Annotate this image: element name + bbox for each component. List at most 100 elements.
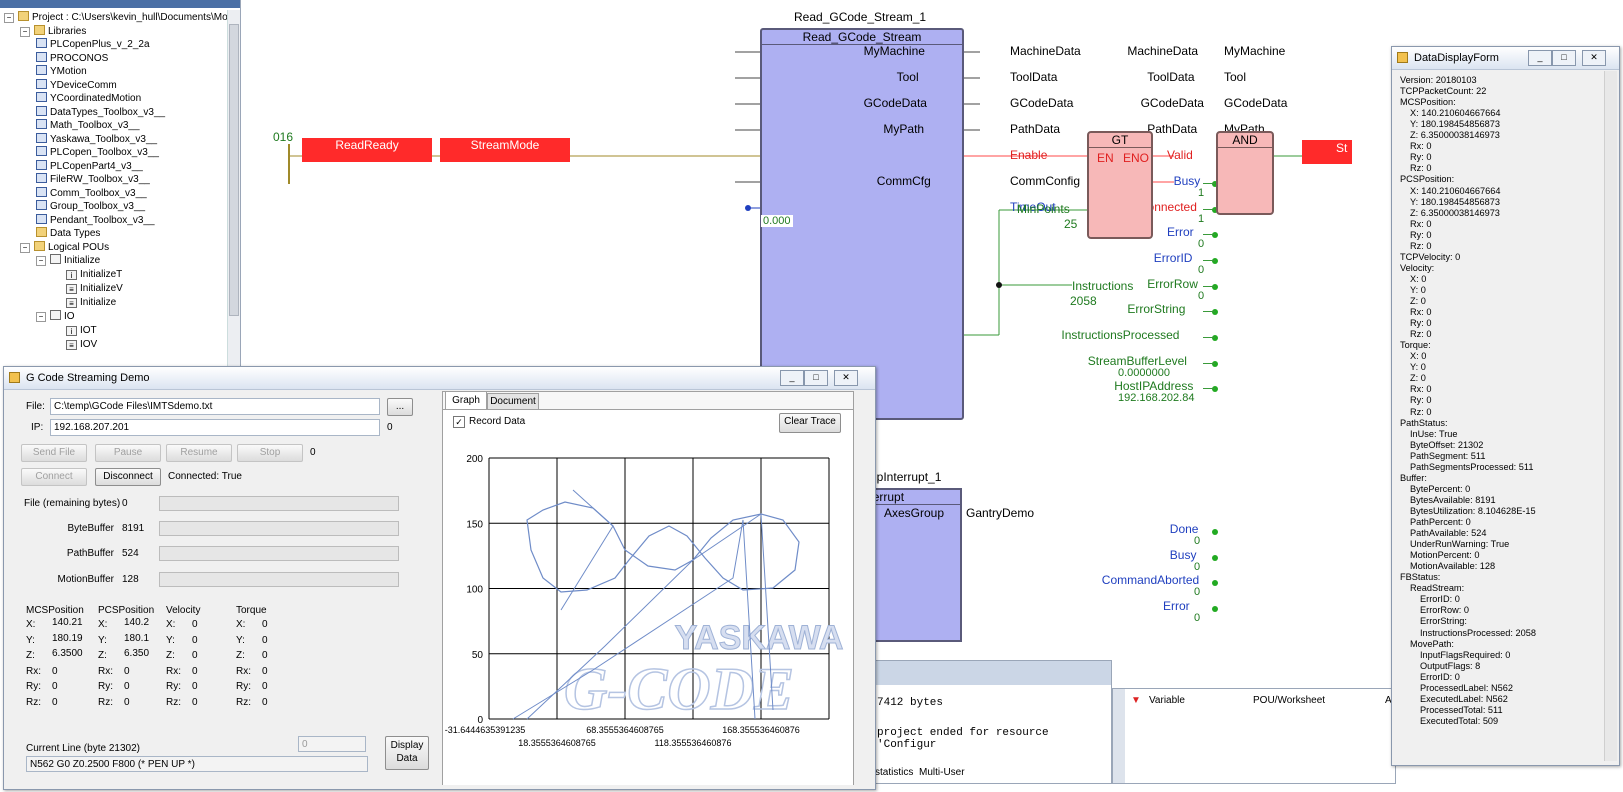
maximize-button[interactable]: □ <box>1552 50 1576 66</box>
tree-item-library[interactable]: Math_Toolbox_v3__ <box>36 119 140 133</box>
tree-item-iot[interactable]: i IOT <box>66 324 97 338</box>
collapse-icon[interactable]: − <box>36 256 46 266</box>
xref-col-pou[interactable]: POU/Worksheet <box>1253 695 1326 706</box>
tree-item-library[interactable]: Pendant_Toolbox_v3__ <box>36 213 155 228</box>
output-tab-multiuser[interactable]: Multi-User <box>919 767 965 778</box>
tree-item-library[interactable]: YMotion <box>36 65 87 79</box>
tree-item-initializev[interactable]: ≡ InitializeV <box>66 282 123 296</box>
data-display-line: Ry: 0 <box>1410 395 1432 406</box>
scroll-thumb[interactable] <box>229 24 239 316</box>
data-display-line: MovePath: <box>1410 638 1454 649</box>
pin-wire <box>1203 209 1215 210</box>
record-data-label: Record Data <box>469 416 526 427</box>
project-tree-titlebar <box>0 0 240 8</box>
library-label: YMotion <box>50 66 87 77</box>
pin-dot <box>1212 335 1218 341</box>
data-display-line: Rz: 0 <box>1410 329 1432 340</box>
tree-item-logical-pous[interactable]: − Logical POUs <box>20 241 109 255</box>
tree-item-library[interactable]: Yaskawa_Toolbox_v3__ <box>36 132 157 147</box>
browse-button[interactable]: ... <box>387 398 413 416</box>
xref-side-tab[interactable] <box>1113 689 1125 783</box>
axis-label: Ry: <box>98 681 113 692</box>
resume-button[interactable]: Resume <box>166 444 232 462</box>
filter-icon[interactable]: ▼ <box>1131 695 1141 706</box>
send-file-button[interactable]: Send File <box>21 444 87 462</box>
xref-col-variable[interactable]: Variable <box>1149 695 1185 706</box>
data-display-scrollbar[interactable] <box>1604 71 1617 761</box>
axis-value: 0 <box>52 696 58 708</box>
tree-project-label: Project : C:\Users\kevin_hull\Documents\… <box>32 12 228 23</box>
pause-button[interactable]: Pause <box>95 444 161 462</box>
collapse-icon[interactable]: − <box>4 13 14 23</box>
graph-page: ✓ Record Data Clear Trace 0 50 100 150 200 -3… <box>443 409 853 785</box>
tree-item-library[interactable]: YCoordinatedMotion <box>36 92 141 106</box>
library-label: YCoordinatedMotion <box>50 93 142 104</box>
tree-item-initialize-code[interactable]: ≡ Initialize <box>66 296 116 310</box>
tree-label: InitializeV <box>80 283 123 294</box>
info-icon: i <box>66 326 77 336</box>
fb-output-pin: PathData <box>1147 122 1198 136</box>
tree-item-iov[interactable]: ≡ IOV <box>66 338 97 352</box>
library-label: FileRW_Toolbox_v3__ <box>50 174 150 185</box>
xref-col-a[interactable]: A <box>1385 695 1392 706</box>
fb2-output-value: 0 <box>1194 612 1201 624</box>
tab-graph[interactable]: Graph <box>445 391 487 410</box>
tree-item-initialize[interactable]: − Initialize <box>36 254 100 268</box>
tree-item-library[interactable]: DataTypes_Toolbox_v3__ <box>36 105 165 120</box>
current-line-box[interactable]: 0 <box>298 736 366 752</box>
y-tick-label: 100 <box>466 585 483 596</box>
tree-item-libraries[interactable]: − Libraries <box>20 25 86 39</box>
fb-output-value: 0 <box>1196 290 1207 302</box>
clear-trace-button[interactable]: Clear Trace <box>779 413 841 433</box>
fb-output-pin: ErrorRow <box>1147 277 1198 291</box>
tree-scrollbar[interactable] <box>227 10 240 368</box>
maximize-button[interactable]: □ <box>804 370 828 386</box>
tree-item-library[interactable]: YDeviceComm <box>36 78 117 93</box>
record-data-checkbox[interactable]: ✓ <box>453 416 465 428</box>
output-tab-statistics[interactable]: statistics <box>875 767 914 778</box>
data-display-line: Ry: 0 <box>1410 152 1432 163</box>
data-display-line: Rz: 0 <box>1410 163 1432 174</box>
tree-item-initializet[interactable]: i InitializeT <box>66 268 122 282</box>
tree-item-data-types[interactable]: Data Types <box>36 227 100 241</box>
library-label: Group_Toolbox_v3__ <box>50 201 146 212</box>
close-button[interactable]: ✕ <box>1582 50 1606 66</box>
fb-input-variable: GCodeData <box>863 96 927 110</box>
output-coil[interactable]: St <box>1302 140 1352 164</box>
tree-item-library[interactable]: FileRW_Toolbox_v3__ <box>36 173 150 187</box>
tree-item-library[interactable]: PLCopen_Toolbox_v3__ <box>36 146 159 160</box>
ip-address-field[interactable]: 192.168.207.201 <box>50 419 380 436</box>
tree-item-library[interactable]: Group_Toolbox_v3__ <box>36 200 145 214</box>
tree-item-project[interactable]: − Project : C:\Users\kevin_hull\Documents… <box>4 11 228 25</box>
minimize-button[interactable]: _ <box>1528 50 1552 66</box>
tab-panel: Graph Document ✓ Record Data Clear Trace… <box>442 391 854 785</box>
stop-button[interactable]: Stop <box>237 444 303 462</box>
axis-label: Ry: <box>236 681 251 692</box>
tree-item-library[interactable]: Comm_Toolbox_v3__ <box>36 186 147 201</box>
collapse-icon[interactable]: − <box>36 312 46 322</box>
contact-streammode[interactable]: StreamMode <box>440 138 570 162</box>
file-path-field[interactable]: C:\temp\GCode Files\IMTSdemo.txt <box>50 398 380 415</box>
contact-readready[interactable]: ReadReady <box>302 138 432 162</box>
disconnect-button[interactable]: Disconnect <box>95 468 161 486</box>
fb2-output-value: 0 <box>1194 586 1201 598</box>
library-label: PROCONOS <box>50 52 109 64</box>
gt-block[interactable]: GT EN ENO <box>1087 131 1153 239</box>
library-icon <box>36 132 47 143</box>
tree-item-library[interactable]: PLCopenPlus_v_2_2a <box>36 38 150 52</box>
tree-item-library[interactable]: PROCONOS <box>36 51 109 66</box>
tree-item-io[interactable]: − IO <box>36 310 75 324</box>
axis-value: 0 <box>192 619 198 630</box>
function-block-read-gcode-stream[interactable]: Read_GCode_Stream <box>760 28 964 420</box>
connect-button[interactable]: Connect <box>21 468 87 486</box>
collapse-icon[interactable]: − <box>20 27 30 37</box>
collapse-icon[interactable]: − <box>20 243 30 253</box>
axis-label: Ry: <box>26 681 41 692</box>
and-block[interactable]: AND <box>1216 131 1274 215</box>
tree-item-library[interactable]: PLCopenPart4_v3__ <box>36 159 143 174</box>
data-display-line: Ry: 0 <box>1410 318 1432 329</box>
close-button[interactable]: ✕ <box>834 370 858 386</box>
fb-output-value: 1 <box>1196 187 1207 199</box>
display-data-button[interactable]: Display Data <box>385 736 429 770</box>
minimize-button[interactable]: _ <box>780 370 804 386</box>
